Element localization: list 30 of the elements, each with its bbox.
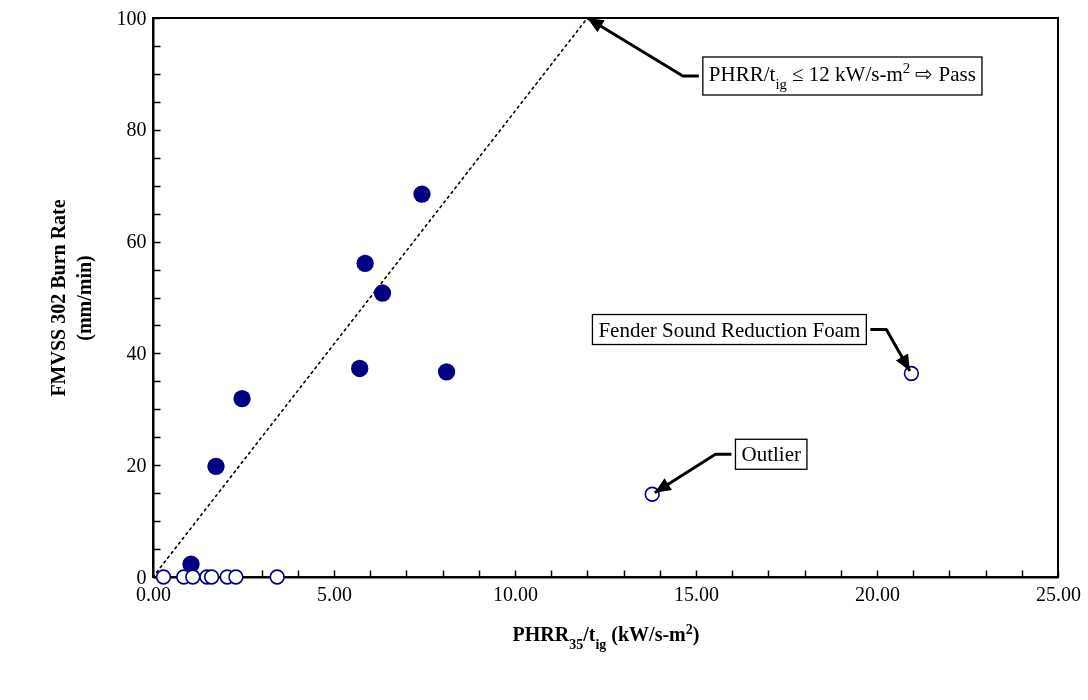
x-tick-label: 25.00: [1036, 582, 1081, 605]
x-tick-label: 5.00: [317, 582, 352, 605]
point: [228, 569, 244, 585]
point: [207, 457, 225, 475]
annotation: Outlier: [741, 442, 801, 467]
y-tick-label: 60: [126, 230, 147, 253]
x-tick-label: 15.00: [674, 582, 719, 605]
x-axis-title: PHRR$_{35}$/t$_{ig}$ (kW/s-m$^{2}$): [512, 621, 700, 651]
point: [203, 569, 220, 585]
y-tick-label: 40: [126, 341, 147, 364]
y-tick-label: 100: [116, 6, 147, 29]
point: [269, 569, 285, 585]
point: [185, 569, 201, 585]
point: [356, 254, 374, 273]
point: [413, 185, 431, 203]
y-tick-label: 0: [136, 565, 147, 588]
x-tick-label: 10.00: [493, 582, 538, 605]
point: [903, 365, 920, 382]
point: [351, 359, 369, 378]
annotation: PHRR/t$_{ig}$ ≤ 12 kW/s-m$^{2}$ ⇨ Pass: [708, 60, 976, 92]
point: [155, 569, 172, 585]
point: [644, 486, 660, 502]
annotation: Fender Sound Reduction Foam: [598, 317, 861, 342]
point: [437, 363, 456, 381]
y-tick-label: 80: [126, 118, 147, 141]
y-tick-label: 20: [126, 453, 147, 476]
y-axis-title: FMVSS 302 Burn Rate (mm/min): [46, 199, 96, 397]
point: [233, 390, 251, 408]
point: [373, 284, 392, 302]
x-tick-label: 20.00: [855, 582, 900, 605]
